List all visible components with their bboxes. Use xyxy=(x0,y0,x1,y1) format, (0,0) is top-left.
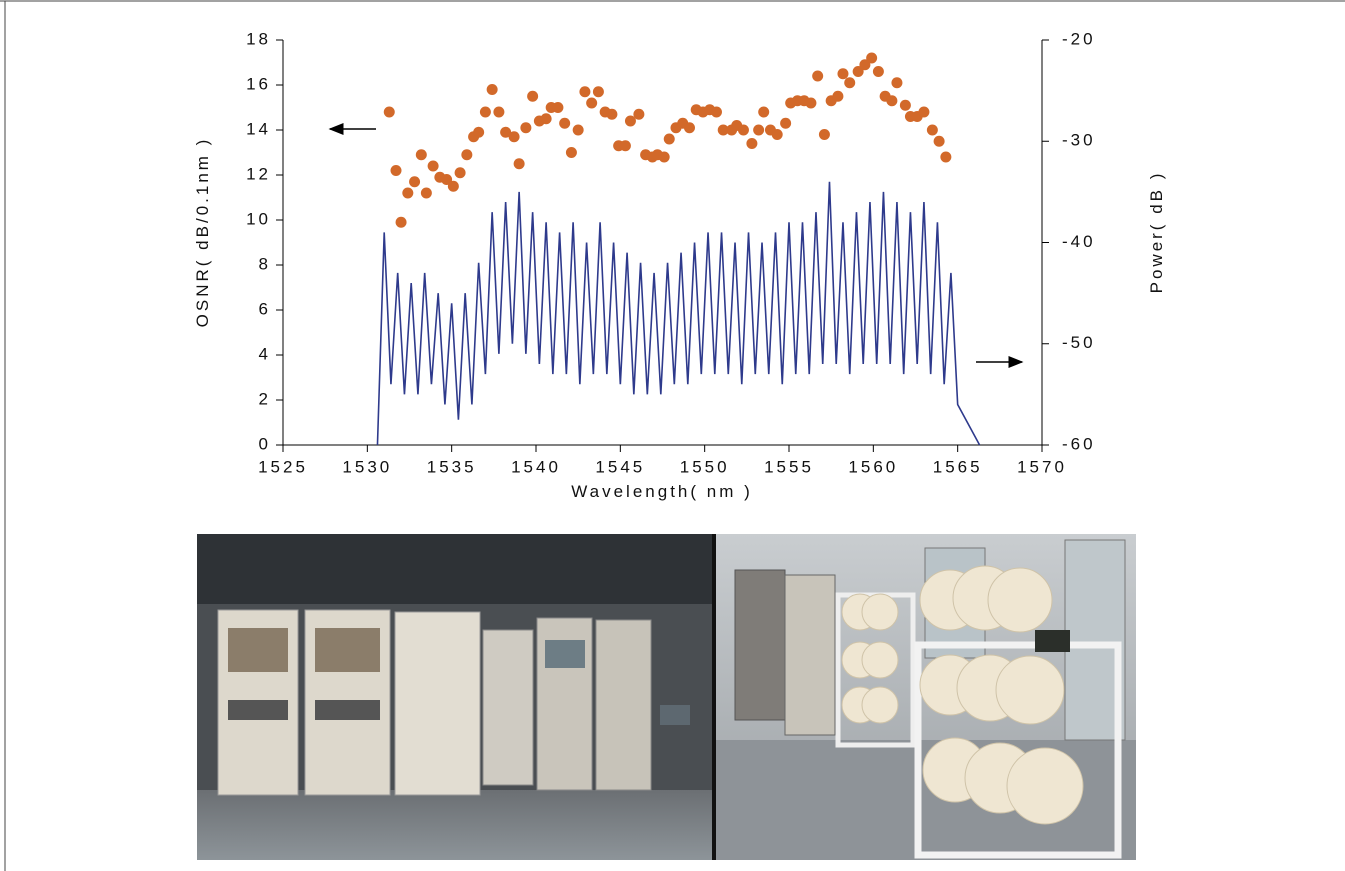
x-tick-label: 1555 xyxy=(764,457,814,476)
osnr-point xyxy=(428,161,439,172)
osnr-point xyxy=(409,176,420,187)
osnr-point xyxy=(918,107,929,118)
osnr-point xyxy=(711,107,722,118)
osnr-point xyxy=(780,118,791,129)
osnr-point xyxy=(448,181,459,192)
x-tick-label: 1535 xyxy=(427,457,477,476)
x-tick-label: 1545 xyxy=(595,457,645,476)
y-tick-label: 12 xyxy=(246,164,271,183)
osnr-point xyxy=(738,125,749,136)
y2-axis-label: Power( dB ) xyxy=(1147,171,1166,294)
osnr-point xyxy=(566,147,577,158)
osnr-point xyxy=(593,86,604,97)
figure: 0 2 4 6 8 10 12 14 16 18 -60 -50 -40 -30 -20 1525 1530 15… xyxy=(0,0,1345,871)
photo-fiber-spools xyxy=(716,534,1136,860)
osnr-point xyxy=(900,100,911,111)
osnr-point xyxy=(620,140,631,151)
y-tick-label: 8 xyxy=(259,254,271,273)
x-tick-label: 1560 xyxy=(848,457,898,476)
osnr-point xyxy=(493,107,504,118)
osnr-point xyxy=(664,134,675,145)
y2-tick-label: -30 xyxy=(1062,131,1096,150)
osnr-point xyxy=(520,122,531,133)
y-tick-label: 18 xyxy=(246,29,271,48)
osnr-point xyxy=(586,98,597,109)
osnr-point xyxy=(866,53,877,64)
osnr-point xyxy=(753,125,764,136)
osnr-point xyxy=(573,125,584,136)
osnr-point xyxy=(461,149,472,160)
y2-tick-label: -20 xyxy=(1062,29,1096,48)
y-tick-label: 2 xyxy=(259,389,271,408)
y-tick-label: 4 xyxy=(259,344,271,363)
osnr-point xyxy=(659,152,670,163)
photo-divider xyxy=(712,534,716,860)
osnr-point xyxy=(487,84,498,95)
osnr-point xyxy=(633,109,644,120)
osnr-point xyxy=(416,149,427,160)
y-tick-label: 6 xyxy=(259,299,271,318)
osnr-point xyxy=(514,158,525,169)
x-tick-label: 1570 xyxy=(1017,457,1067,476)
osnr-point xyxy=(873,66,884,77)
photo-lab-racks xyxy=(197,534,712,860)
osnr-point xyxy=(746,138,757,149)
page: {"chart_data": {"type": "scatter", "xlab… xyxy=(0,0,1345,871)
osnr-point xyxy=(391,165,402,176)
osnr-point xyxy=(606,109,617,120)
x-tick-label: 1530 xyxy=(342,457,392,476)
osnr-point xyxy=(805,98,816,109)
osnr-point xyxy=(396,217,407,228)
osnr-point xyxy=(812,71,823,82)
osnr-point xyxy=(455,167,466,178)
y2-tick-label: -60 xyxy=(1062,434,1096,453)
x-tick-label: 1550 xyxy=(680,457,730,476)
y2-tick-label: -50 xyxy=(1062,333,1096,352)
osnr-point xyxy=(844,77,855,88)
osnr-point xyxy=(772,129,783,140)
y-tick-label: 0 xyxy=(259,434,271,453)
osnr-point xyxy=(579,86,590,97)
osnr-point xyxy=(384,107,395,118)
osnr-point xyxy=(837,68,848,79)
x-axis-label: Wavelength( nm ) xyxy=(571,482,753,501)
x-tick-label: 1525 xyxy=(258,457,308,476)
osnr-point xyxy=(509,131,520,142)
y-tick-label: 14 xyxy=(246,119,271,138)
osnr-point xyxy=(891,77,902,88)
osnr-point xyxy=(473,127,484,138)
osnr-point xyxy=(684,122,695,133)
x-tick-label: 1540 xyxy=(511,457,561,476)
osnr-point xyxy=(940,152,951,163)
osnr-point xyxy=(758,107,769,118)
osnr-point xyxy=(559,118,570,129)
osnr-point xyxy=(886,95,897,106)
osnr-point xyxy=(421,188,432,199)
osnr-point xyxy=(927,125,938,136)
axes: 0 2 4 6 8 10 12 14 16 18 -60 -50 -40 -30 -20 1525 1530 15… xyxy=(246,29,1096,476)
osnr-point xyxy=(552,102,563,113)
osnr-point xyxy=(402,188,413,199)
osnr-point xyxy=(541,113,552,124)
y-tick-label: 16 xyxy=(246,74,271,93)
osnr-point xyxy=(832,91,843,102)
spectrum-line xyxy=(377,182,979,445)
y-axis-label: OSNR( dB/0.1nm ) xyxy=(193,137,212,328)
osnr-point xyxy=(480,107,491,118)
osnr-point xyxy=(934,136,945,147)
y2-tick-label: -40 xyxy=(1062,232,1096,251)
x-tick-label: 1565 xyxy=(933,457,983,476)
y-tick-label: 10 xyxy=(246,209,271,228)
osnr-point xyxy=(819,129,830,140)
osnr-point xyxy=(527,91,538,102)
